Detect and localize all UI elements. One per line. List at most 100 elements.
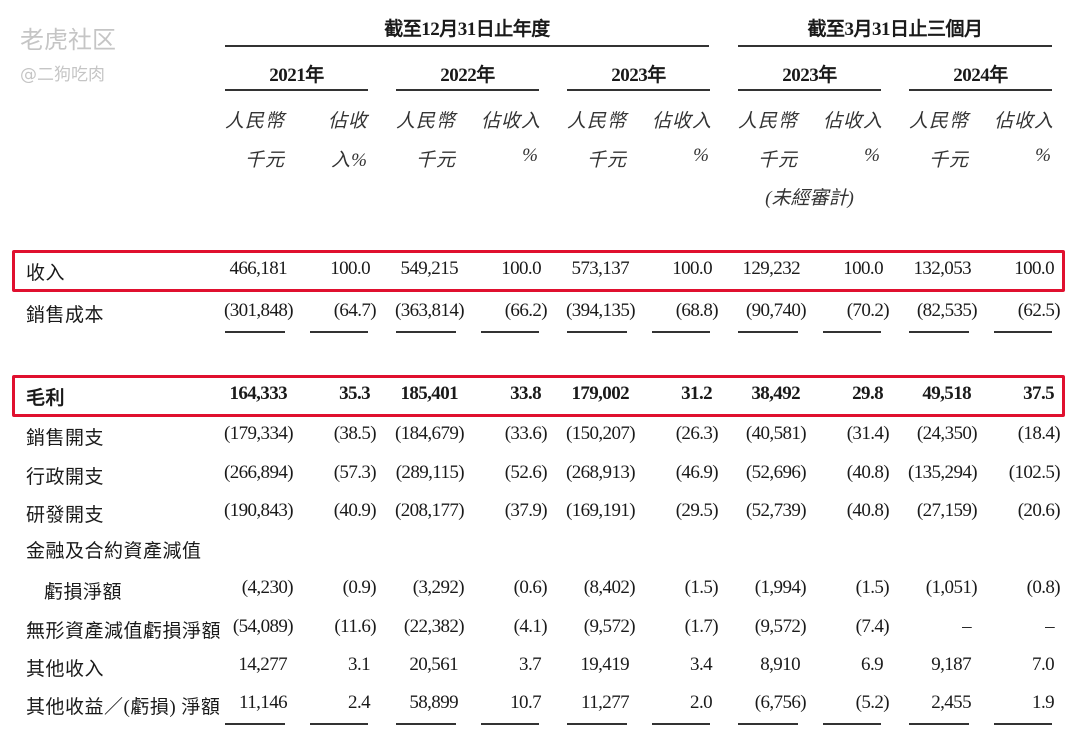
amount-cell: 129,232 [742,258,800,279]
amount-cell: 132,053 [913,258,971,279]
amount-cell: (52,739) [745,500,807,521]
unit-amount: 人民幣 [738,111,799,132]
amount-cell: (184,679) [394,423,465,444]
period-rule [738,89,881,91]
period-rule [225,89,368,91]
row-label: 銷售開支 [26,428,105,449]
highlight-box-revenue [12,250,1065,292]
percent-cell: (52.6) [504,462,548,483]
subtotal-rule [481,723,539,725]
amount-cell: (8,402) [583,577,636,598]
percent-cell: 31.2 [681,383,712,404]
amount-cell: (82,535) [916,300,978,321]
percent-cell: 100.0 [672,258,712,279]
percent-cell: 29.8 [852,383,883,404]
unit-percent: 佔收 [327,111,368,132]
amount-cell: 58,899 [409,692,458,713]
percent-cell: (68.8) [675,300,719,321]
header-rule [738,45,1052,47]
percent-cell: 33.8 [510,383,541,404]
period-header: 2021年 [269,65,324,86]
amount-cell: (266,894) [223,462,294,483]
unit-percent: % [1035,145,1052,166]
subtotal-rule [909,723,969,725]
percent-cell: (0.9) [342,577,377,598]
percent-cell: (40.8) [846,462,890,483]
amount-cell: 9,187 [931,654,971,675]
percent-cell: – [1045,616,1055,637]
subtotal-rule [738,723,798,725]
period-header: 2022年 [440,65,495,86]
percent-cell: 1.9 [1032,692,1055,713]
percent-cell: (57.3) [333,462,377,483]
percent-cell: (102.5) [1008,462,1061,483]
percent-cell: (0.6) [513,577,548,598]
row-label: 收入 [26,263,66,284]
percent-cell: 100.0 [1014,258,1054,279]
subtotal-rule [396,723,456,725]
subtotal-rule [823,331,881,333]
amount-cell: 179,002 [571,383,629,404]
row-label: 其他收益／(虧損) 淨額 [26,697,221,718]
amount-cell: (394,135) [565,300,636,321]
percent-cell: (5.2) [855,692,890,713]
header-group-quarter: 截至3月31日止三個月 [807,19,983,40]
amount-cell: 49,518 [922,383,971,404]
amount-cell: (22,382) [403,616,465,637]
amount-cell: 11,146 [239,692,288,713]
amount-cell: (9,572) [583,616,636,637]
row-label: 行政開支 [26,467,105,488]
row-label: 其他收入 [26,659,105,680]
period-rule [396,89,539,91]
amount-cell: 8,910 [760,654,800,675]
percent-cell: 2.4 [348,692,371,713]
row-label: 金融及合約資產減值 [26,541,202,562]
amount-cell: 2,455 [931,692,971,713]
row-label: 無形資產減值虧損淨額 [26,621,222,642]
amount-cell: 11,277 [581,692,630,713]
amount-cell: (24,350) [916,423,978,444]
percent-cell: 100.0 [330,258,370,279]
percent-cell: (64.7) [333,300,377,321]
amount-cell: (135,294) [907,462,978,483]
subtotal-rule [567,723,627,725]
amount-cell: (150,207) [565,423,636,444]
percent-cell: 7.0 [1032,654,1055,675]
amount-cell: (4,230) [241,577,294,598]
unit-amount: 千元 [586,150,627,171]
unit-percent: % [864,145,881,166]
percent-cell: (20.6) [1017,500,1061,521]
period-header: 2024年 [953,65,1008,86]
amount-cell: (90,740) [745,300,807,321]
subtotal-rule [225,723,285,725]
subtotal-rule [225,331,285,333]
amount-cell: (179,334) [223,423,294,444]
amount-cell: (208,177) [394,500,465,521]
percent-cell: (0.8) [1026,577,1061,598]
percent-cell: (62.5) [1017,300,1061,321]
subtotal-rule [738,331,798,333]
amount-cell: (27,159) [916,500,978,521]
header-group-year: 截至12月31日止年度 [384,19,550,40]
amount-cell: 164,333 [229,383,287,404]
percent-cell: (66.2) [504,300,548,321]
subtotal-rule [310,723,368,725]
percent-cell: (26.3) [675,423,719,444]
percent-cell: 10.7 [510,692,541,713]
subtotal-rule [481,331,539,333]
percent-cell: 6.9 [861,654,884,675]
subtotal-rule [994,723,1052,725]
percent-cell: (46.9) [675,462,719,483]
unit-percent: 佔收入 [994,111,1055,132]
amount-cell: (9,572) [754,616,807,637]
amount-cell: (363,814) [394,300,465,321]
subtotal-rule [823,723,881,725]
amount-cell: (169,191) [565,500,636,521]
percent-cell: 2.0 [690,692,713,713]
amount-cell: (6,756) [754,692,807,713]
unit-amount: 千元 [244,150,285,171]
amount-cell: 14,277 [238,654,287,675]
unit-percent: 佔收入 [823,111,884,132]
percent-cell: (37.9) [504,500,548,521]
percent-cell: 100.0 [501,258,541,279]
